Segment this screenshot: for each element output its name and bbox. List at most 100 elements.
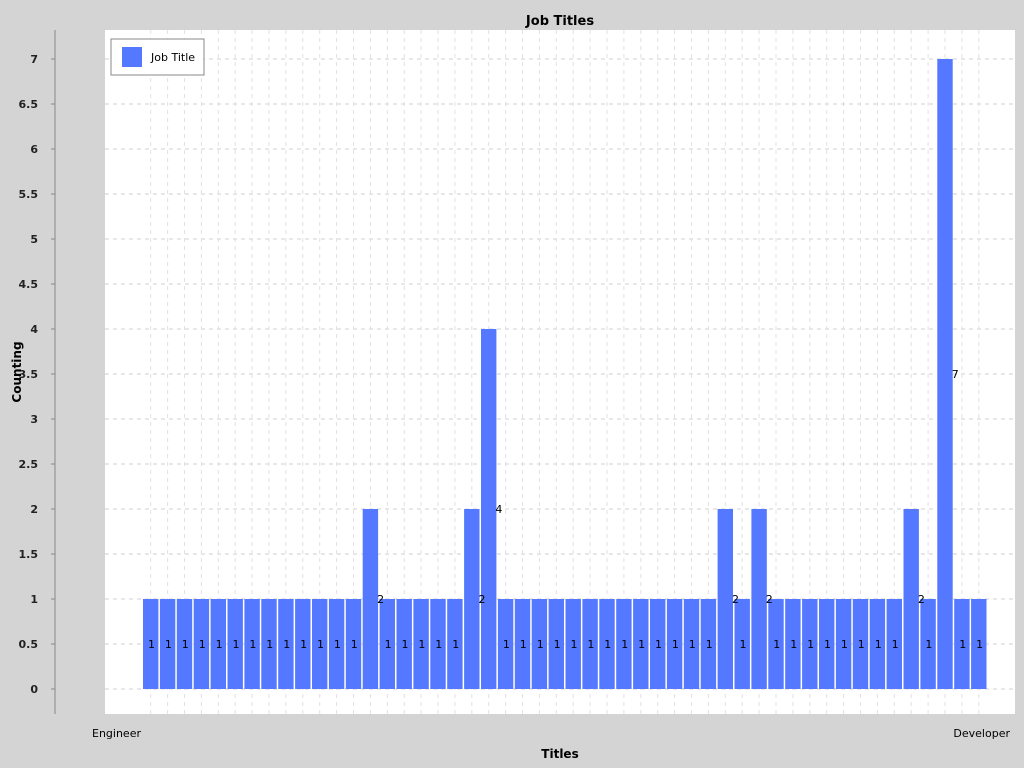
y-tick-label: 0.5	[19, 638, 39, 651]
bar	[582, 599, 598, 689]
y-tick-label: 4.5	[19, 278, 39, 291]
bar	[920, 599, 936, 689]
bars	[143, 59, 987, 689]
bar	[514, 599, 531, 689]
data-label: 1	[604, 638, 611, 651]
bar	[143, 599, 159, 689]
bar	[497, 599, 514, 689]
bar	[869, 599, 886, 689]
bar	[599, 599, 615, 689]
y-tick-label: 5	[30, 233, 38, 246]
data-label: 2	[732, 593, 739, 606]
bar	[650, 599, 666, 689]
y-tick-label: 3.5	[19, 368, 39, 381]
data-label: 1	[317, 638, 324, 651]
bar	[835, 599, 852, 689]
bar	[362, 509, 379, 689]
bar	[548, 599, 564, 689]
bar	[261, 599, 277, 689]
data-label: 1	[300, 638, 307, 651]
data-label: 1	[554, 638, 561, 651]
bar	[278, 599, 294, 689]
data-label: 1	[841, 638, 848, 651]
x-axis-title: Titles	[541, 747, 578, 761]
bar	[616, 599, 632, 689]
y-tick-label: 5.5	[19, 188, 39, 201]
y-tick-label: 2.5	[19, 458, 39, 471]
y-tick-label: 0	[30, 683, 38, 696]
data-label: 1	[706, 638, 713, 651]
data-label: 1	[266, 638, 273, 651]
legend-label: Job Title	[150, 51, 195, 64]
data-label: 1	[892, 638, 899, 651]
y-tick-labels: 0 0.5 1 1.5 2 2.5 3 3.5 4 4.5 5 5.5 6 6.5 7	[19, 53, 55, 696]
data-label: 1	[875, 638, 882, 651]
category-labels: Engineer Developer	[92, 727, 1010, 740]
data-label: 1	[672, 638, 679, 651]
data-label: 1	[959, 638, 966, 651]
data-label: 1	[655, 638, 662, 651]
data-label: 1	[790, 638, 797, 651]
y-tick-label: 1.5	[19, 548, 39, 561]
data-label: 1	[537, 638, 544, 651]
bar	[295, 599, 311, 689]
legend: Job Title	[110, 38, 205, 76]
bar	[430, 599, 446, 689]
bar	[481, 329, 497, 689]
category-label: Engineer	[92, 727, 141, 740]
data-label: 1	[638, 638, 645, 651]
data-label: 1	[148, 638, 155, 651]
data-label: 1	[976, 638, 983, 651]
y-tick-label: 7	[30, 53, 38, 66]
bar	[312, 599, 328, 689]
bar	[210, 599, 226, 689]
data-label: 1	[334, 638, 341, 651]
bar	[193, 599, 210, 689]
data-label: 7	[952, 368, 959, 381]
data-label: 1	[418, 638, 425, 651]
data-label: 1	[807, 638, 814, 651]
data-label: 1	[858, 638, 865, 651]
data-label: 1	[283, 638, 290, 651]
data-label: 1	[199, 638, 206, 651]
bar	[227, 599, 243, 689]
data-label: 1	[824, 638, 831, 651]
category-label: Developer	[953, 727, 1010, 740]
data-label: 2	[479, 593, 486, 606]
bar	[683, 599, 700, 689]
bar	[717, 509, 733, 689]
data-label: 1	[249, 638, 256, 651]
bar	[244, 599, 260, 689]
data-label: 4	[495, 503, 502, 516]
bar	[802, 599, 818, 689]
bar	[852, 599, 869, 689]
data-label: 1	[233, 638, 240, 651]
data-label: 2	[377, 593, 384, 606]
bar	[886, 599, 902, 689]
y-tick-label: 2	[30, 503, 38, 516]
bar	[464, 509, 480, 689]
bar	[937, 59, 953, 689]
data-label: 1	[689, 638, 696, 651]
bar	[379, 599, 395, 689]
bar	[447, 599, 463, 689]
bar	[751, 509, 767, 689]
y-tick-label: 1	[30, 593, 38, 606]
y-tick-label: 6.5	[19, 98, 39, 111]
data-label: 1	[452, 638, 459, 651]
data-label: 1	[435, 638, 442, 651]
bar	[633, 599, 649, 689]
y-tick-label: 4	[30, 323, 38, 336]
data-label: 1	[520, 638, 527, 651]
bar	[413, 599, 429, 689]
data-label: 1	[351, 638, 358, 651]
data-label: 2	[766, 593, 773, 606]
data-label: 1	[402, 638, 409, 651]
bar	[328, 599, 345, 689]
y-tick-label: 3	[30, 413, 38, 426]
bar	[768, 599, 784, 689]
data-label: 1	[740, 638, 747, 651]
bar	[734, 599, 750, 689]
